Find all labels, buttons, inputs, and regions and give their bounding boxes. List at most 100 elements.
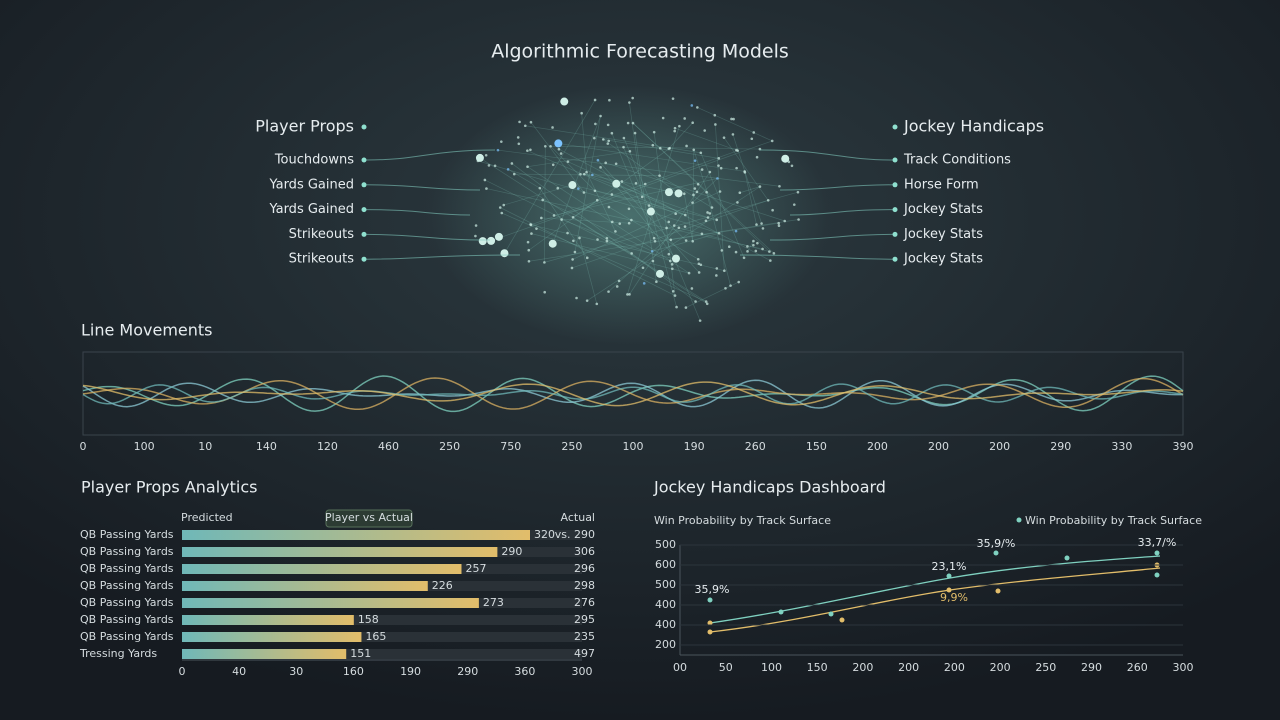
brain-node — [630, 218, 633, 222]
actual-value: 298 — [574, 579, 595, 592]
brain-link — [581, 113, 587, 173]
brain-link — [571, 199, 769, 269]
brain-node — [607, 290, 610, 293]
brain-node — [675, 305, 678, 309]
axis-label: 200 — [989, 440, 1010, 453]
brain-node — [673, 126, 677, 130]
brain-node — [684, 239, 688, 242]
brain-node — [736, 201, 739, 204]
x-label: 260 — [1127, 661, 1148, 674]
brain-link — [584, 173, 709, 218]
tree-link — [365, 209, 471, 216]
brain-link — [723, 137, 769, 201]
brain-link — [479, 157, 708, 305]
badge — [325, 509, 413, 528]
brain-node — [604, 161, 607, 165]
wave — [82, 381, 1184, 407]
brain-node — [626, 293, 629, 296]
brain-node — [697, 262, 701, 266]
tree-link — [365, 184, 481, 191]
axis-label: 120 — [317, 440, 338, 453]
brain-node — [668, 259, 672, 263]
tree-link — [365, 149, 496, 161]
bar — [182, 649, 347, 659]
brain-node — [755, 155, 759, 159]
actual-value: 497 — [574, 647, 595, 660]
brain-node — [634, 181, 638, 185]
brain-node — [766, 199, 770, 202]
brain-node — [703, 129, 707, 132]
brain-link — [504, 99, 596, 254]
x-label: 100 — [761, 661, 782, 674]
brain-node — [699, 263, 703, 267]
brain-link — [530, 150, 738, 226]
brain-node — [671, 97, 675, 100]
chart-subtitle: Win Probability by Track Surface — [654, 514, 831, 527]
axis-label: 460 — [378, 440, 399, 453]
brain-node — [684, 306, 688, 309]
brain-node — [720, 249, 724, 252]
brain-node — [705, 190, 708, 194]
brain-node — [540, 216, 543, 220]
brain-node — [690, 287, 694, 290]
axis-label: 160 — [343, 665, 364, 678]
bar-value: 151 — [350, 647, 371, 660]
y-label: 400 — [655, 598, 676, 611]
brain-node — [527, 248, 531, 252]
brain-node — [595, 198, 599, 202]
axis-label: 330 — [1111, 440, 1132, 453]
brain-node — [722, 136, 726, 139]
brain-node — [578, 236, 581, 240]
brain-link — [678, 227, 770, 252]
scatter-points — [707, 550, 1160, 635]
brain-node — [628, 149, 632, 153]
bar-value: 226 — [432, 579, 453, 592]
brain-node — [593, 98, 597, 102]
bar-value: 290 — [501, 545, 522, 558]
brain-node — [543, 261, 546, 264]
brain-node — [734, 250, 738, 254]
brain-node — [647, 204, 651, 207]
brain-node — [566, 231, 569, 235]
brain-node — [752, 239, 755, 243]
brain-node — [502, 203, 506, 207]
x-label: 200 — [898, 661, 919, 674]
brain-node — [516, 136, 520, 139]
brain-node — [500, 249, 509, 258]
x-label: 150 — [807, 661, 828, 674]
brain-node — [778, 184, 781, 188]
brain-link — [572, 184, 717, 221]
row-label: QB Passing Yards — [80, 562, 174, 575]
bar — [182, 564, 462, 574]
brain-node — [742, 256, 746, 260]
brain-node — [512, 172, 516, 176]
brain-node — [674, 212, 677, 216]
row-label: QB Passing Yards — [80, 579, 174, 592]
brain-node — [708, 212, 712, 215]
brain-link — [561, 219, 671, 262]
tree-dot — [361, 182, 367, 188]
brain-node — [618, 222, 622, 225]
bar-value: 320 — [534, 528, 555, 541]
tree-link — [365, 254, 521, 260]
brain-node — [706, 216, 710, 219]
brain-node — [631, 121, 635, 125]
brain-node — [750, 137, 754, 141]
bar-track — [182, 649, 582, 659]
axis-label: 200 — [928, 440, 949, 453]
brain-glow — [430, 85, 830, 345]
row-label: QB Passing Yards — [80, 528, 174, 541]
axis-label: 250 — [561, 440, 582, 453]
brain-link — [683, 193, 694, 242]
bar-value: 165 — [365, 630, 386, 643]
brain-node — [650, 249, 654, 253]
tree-dot — [892, 256, 898, 262]
brain-node — [596, 238, 599, 241]
axis-label: 100 — [134, 440, 155, 453]
tree-item: Yards Gained — [268, 177, 354, 192]
y-label: 200 — [655, 638, 676, 651]
brain-link — [623, 147, 651, 213]
wave — [82, 375, 1184, 413]
tree-dot — [892, 124, 898, 130]
